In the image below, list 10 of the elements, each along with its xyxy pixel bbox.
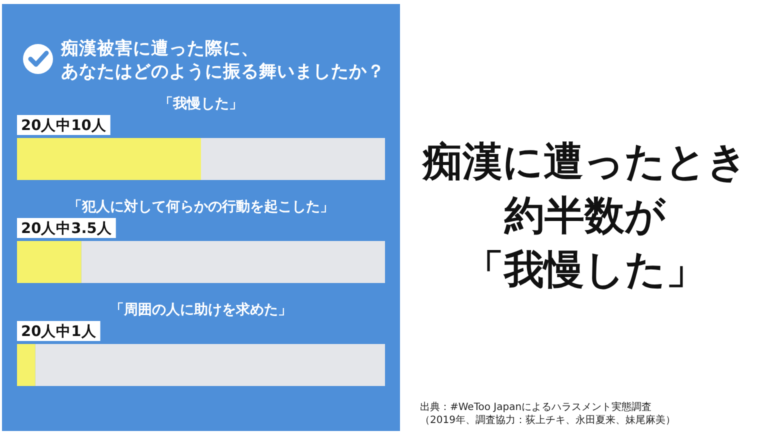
y-tick-label: 「犯人に対して何らかの行動を起こした」 [68,198,334,215]
data-label: 20人中1人 [21,323,98,340]
data-label: 20人中10人 [21,117,108,134]
text: 痴漢に遭ったとき約半数が「我慢した」 [422,139,748,293]
text: （2019年、調査協力：荻上チキ、永田夏来、妹尾麻美） [420,414,676,426]
data-label: 20人中3.5人 [21,220,113,237]
y-tick-label: 「周囲の人に助けを求めた」 [110,302,292,318]
y-tick-label: 「我慢した」 [159,96,243,112]
chart-subtitle: 痴漢被害に遭った際に、あなたはどのように振る舞いましたか？ [60,38,385,82]
source-note: 出典：#WeToo Japanによるハラスメント実態調査 [420,401,652,413]
